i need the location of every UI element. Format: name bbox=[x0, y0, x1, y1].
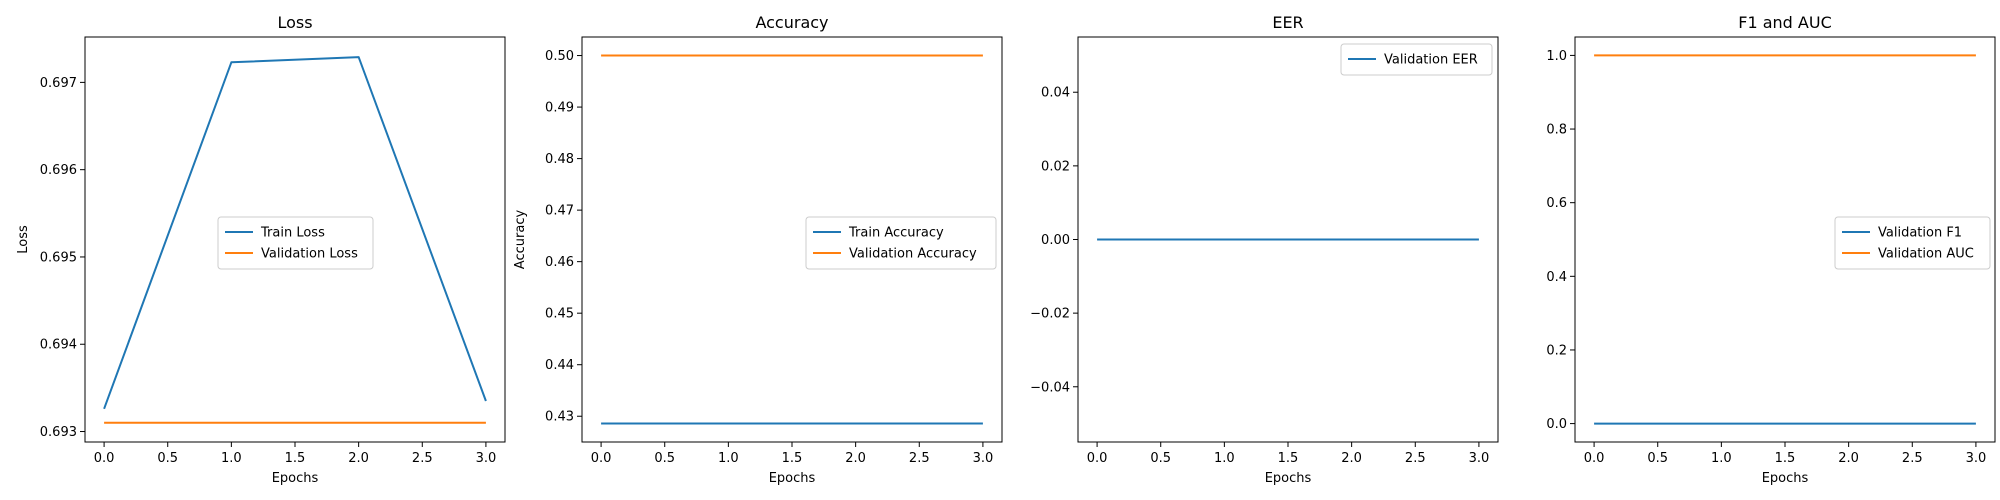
x-tick-label: 1.5 bbox=[1278, 451, 1299, 466]
y-tick-label: 0.46 bbox=[545, 255, 574, 270]
y-tick-label: 0.49 bbox=[545, 101, 574, 116]
x-axis-label: Epochs bbox=[1265, 471, 1312, 486]
x-tick-label: 1.0 bbox=[1214, 451, 1235, 466]
legend-entry-label: Validation EER bbox=[1384, 53, 1478, 68]
y-tick-label: 0.6 bbox=[1546, 196, 1567, 211]
x-tick-label: 1.5 bbox=[1775, 451, 1796, 466]
x-tick-label: 2.5 bbox=[909, 451, 930, 466]
y-tick-label: 0.697 bbox=[40, 76, 77, 91]
x-axis-label: Epochs bbox=[769, 471, 816, 486]
x-tick-label: 0.5 bbox=[654, 451, 675, 466]
legend: Validation F1 Validation AUC bbox=[1834, 216, 1991, 270]
series-line-1 bbox=[103, 56, 487, 410]
x-tick-label: 2.0 bbox=[1341, 451, 1362, 466]
y-tick-label: 0.02 bbox=[1041, 159, 1070, 174]
y-tick-label: −0.04 bbox=[1030, 380, 1070, 395]
legend-entry-label: Validation Loss bbox=[261, 247, 358, 262]
y-tick-label: 0.2 bbox=[1546, 343, 1567, 358]
legend: Train Loss Validation Loss bbox=[217, 216, 374, 270]
chart-panel-2: 0.0 0.5 1.0 1.5 2.0 2.5 3.0 0.43 0.44 0.45 0.46 0.4… bbox=[513, 13, 1003, 486]
x-tick-label: 1.0 bbox=[221, 451, 242, 466]
x-tick-label: 3.0 bbox=[1469, 451, 1490, 466]
y-tick-label: 0.48 bbox=[545, 152, 574, 167]
y-tick-label: 1.0 bbox=[1546, 49, 1567, 64]
chart-title: Loss bbox=[277, 13, 312, 32]
y-tick-label: 0.00 bbox=[1041, 233, 1070, 248]
x-tick-label: 0.0 bbox=[1584, 451, 1605, 466]
legend-entry-label: Validation F1 bbox=[1878, 226, 1962, 241]
x-tick-label: 2.5 bbox=[412, 451, 433, 466]
x-tick-label: 0.5 bbox=[157, 451, 178, 466]
chart-title: F1 and AUC bbox=[1738, 13, 1831, 32]
y-tick-label: 0.44 bbox=[545, 358, 574, 373]
chart-panel-1: 0.0 0.5 1.0 1.5 2.0 2.5 3.0 0.693 0.694 0.695 0.69… bbox=[16, 13, 506, 486]
x-tick-label: 1.5 bbox=[285, 451, 306, 466]
chart-title: Accuracy bbox=[755, 13, 828, 32]
y-tick-label: 0.696 bbox=[40, 163, 77, 178]
x-tick-label: 3.0 bbox=[476, 451, 497, 466]
y-tick-label: 0.694 bbox=[40, 338, 77, 353]
x-tick-label: 0.0 bbox=[1087, 451, 1108, 466]
x-tick-label: 2.0 bbox=[845, 451, 866, 466]
chart-panel-3: 0.0 0.5 1.0 1.5 2.0 2.5 3.0 −0.04 −0.02 0.00 0.02 0… bbox=[1030, 13, 1499, 486]
x-tick-label: 2.5 bbox=[1405, 451, 1426, 466]
legend-entry-label: Train Loss bbox=[260, 226, 325, 241]
x-tick-label: 2.0 bbox=[1838, 451, 1859, 466]
legend: Validation EER bbox=[1340, 43, 1493, 76]
legend-box bbox=[805, 216, 997, 270]
y-tick-label: 0.45 bbox=[545, 307, 574, 322]
x-tick-label: 3.0 bbox=[1966, 451, 1987, 466]
x-axis-label: Epochs bbox=[272, 471, 319, 486]
y-tick-label: 0.0 bbox=[1546, 417, 1567, 432]
x-axis-label: Epochs bbox=[1762, 471, 1809, 486]
x-tick-label: 1.0 bbox=[1711, 451, 1732, 466]
y-tick-label: 0.47 bbox=[545, 204, 574, 219]
y-tick-label: −0.02 bbox=[1030, 307, 1070, 322]
legend-box bbox=[1834, 216, 1991, 270]
x-tick-label: 0.0 bbox=[94, 451, 115, 466]
x-tick-label: 0.5 bbox=[1647, 451, 1668, 466]
y-tick-label: 0.43 bbox=[545, 410, 574, 425]
legend-box bbox=[1340, 43, 1493, 76]
x-tick-label: 3.0 bbox=[973, 451, 994, 466]
chart-title: EER bbox=[1272, 13, 1303, 32]
legend: Train Accuracy Validation Accuracy bbox=[805, 216, 997, 270]
x-tick-label: 2.5 bbox=[1902, 451, 1923, 466]
x-tick-label: 2.0 bbox=[348, 451, 369, 466]
y-tick-label: 0.8 bbox=[1546, 123, 1567, 138]
legend-entry-label: Validation Accuracy bbox=[849, 247, 977, 262]
y-tick-label: 0.4 bbox=[1546, 270, 1567, 285]
chart-panel-4: 0.0 0.5 1.0 1.5 2.0 2.5 3.0 0.0 0.2 0.4 0.6 0.8 1.0 F… bbox=[1546, 13, 1996, 486]
y-tick-label: 0.50 bbox=[545, 49, 574, 64]
legend-entry-label: Validation AUC bbox=[1878, 247, 1974, 262]
x-tick-label: 1.0 bbox=[718, 451, 739, 466]
x-tick-label: 1.5 bbox=[782, 451, 803, 466]
y-tick-label: 0.04 bbox=[1041, 86, 1070, 101]
legend-box bbox=[217, 216, 374, 270]
x-tick-label: 0.5 bbox=[1150, 451, 1171, 466]
y-axis-label: Loss bbox=[16, 225, 31, 254]
y-tick-label: 0.695 bbox=[40, 250, 77, 265]
legend-entry-label: Train Accuracy bbox=[848, 226, 944, 241]
x-tick-label: 0.0 bbox=[591, 451, 612, 466]
y-tick-label: 0.693 bbox=[40, 425, 77, 440]
y-axis-label: Accuracy bbox=[513, 210, 528, 270]
